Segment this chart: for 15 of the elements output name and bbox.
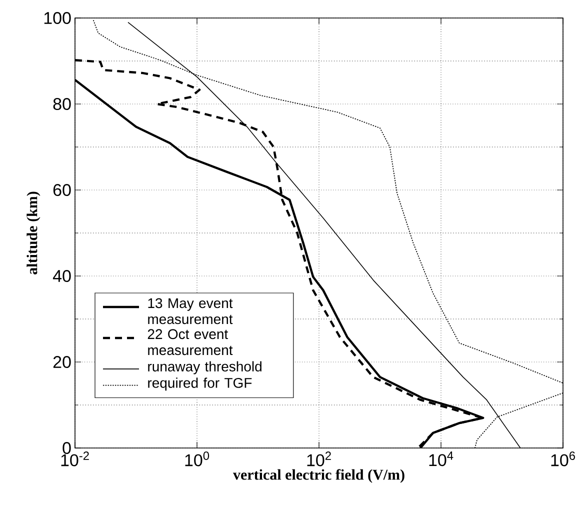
x-tick-label: 10$^{0}$ (185, 452, 210, 466)
y-tick-label: 60 (53, 184, 71, 196)
y-tick-label: 80 (53, 98, 71, 110)
legend-label: required for TGF (148, 378, 252, 391)
x-tick-label: 10$^{4}$ (429, 452, 454, 466)
y-tick-label: 0 (62, 442, 71, 454)
x-axis-title: vertical electric field (V/m) (233, 469, 404, 483)
legend-label: 13 May event measurement (148, 298, 233, 324)
y-tick-label: 20 (53, 356, 71, 368)
x-tick-label: 10$^{6}$ (551, 452, 575, 466)
legend-label: runaway threshold (148, 361, 262, 374)
x-tick-label: 10$^{2}$ (307, 452, 331, 466)
y-tick-label: 100 (44, 12, 71, 24)
y-axis-title: altitude (km) (26, 192, 40, 274)
y-tick-label: 40 (52, 270, 71, 282)
